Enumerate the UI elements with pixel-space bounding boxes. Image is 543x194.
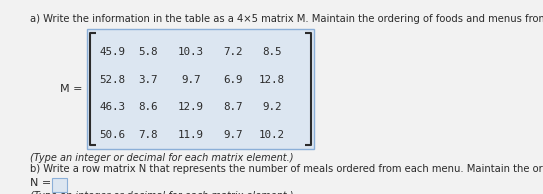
FancyBboxPatch shape [52, 178, 66, 191]
Text: (Type an integer or decimal for each matrix element.): (Type an integer or decimal for each mat… [30, 153, 294, 163]
Text: 50.6: 50.6 [99, 130, 125, 140]
Text: 8.6: 8.6 [138, 102, 158, 112]
Text: 6.9: 6.9 [223, 75, 243, 85]
Text: 8.7: 8.7 [223, 102, 243, 112]
Text: a) Write the information in the table as a 4×5 matrix M. Maintain the ordering o: a) Write the information in the table as… [30, 14, 543, 24]
Text: 45.9: 45.9 [99, 47, 125, 57]
Text: 3.7: 3.7 [138, 75, 158, 85]
Text: 5.8: 5.8 [138, 47, 158, 57]
Text: 10.2: 10.2 [259, 130, 285, 140]
Text: 9.2: 9.2 [262, 102, 282, 112]
Text: 7.2: 7.2 [223, 47, 243, 57]
Text: 12.9: 12.9 [178, 102, 204, 112]
Text: 10.3: 10.3 [178, 47, 204, 57]
Text: (Type an integer or decimal for each matrix element.): (Type an integer or decimal for each mat… [30, 191, 294, 194]
Text: 7.8: 7.8 [138, 130, 158, 140]
Text: 46.3: 46.3 [99, 102, 125, 112]
Text: 11.9: 11.9 [178, 130, 204, 140]
Text: 12.8: 12.8 [259, 75, 285, 85]
Text: b) Write a row matrix N that represents the number of meals ordered from each me: b) Write a row matrix N that represents … [30, 164, 543, 174]
Text: 9.7: 9.7 [223, 130, 243, 140]
FancyBboxPatch shape [87, 29, 314, 149]
Text: 8.5: 8.5 [262, 47, 282, 57]
Text: 52.8: 52.8 [99, 75, 125, 85]
Text: 9.7: 9.7 [181, 75, 201, 85]
Text: M =: M = [60, 84, 82, 94]
Text: N =: N = [30, 178, 51, 188]
